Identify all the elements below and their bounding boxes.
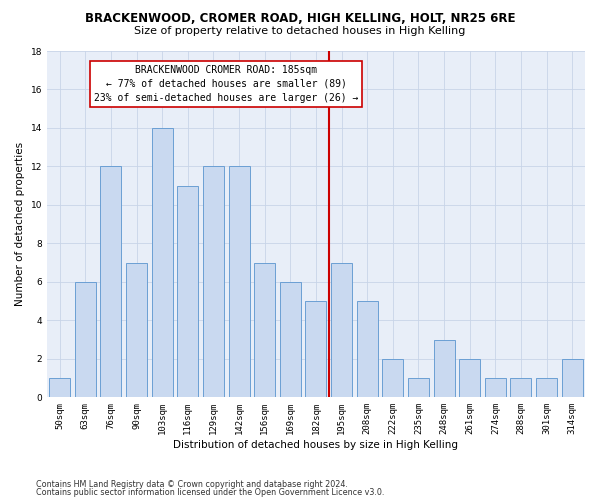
Bar <box>485 378 506 398</box>
Text: Size of property relative to detached houses in High Kelling: Size of property relative to detached ho… <box>134 26 466 36</box>
Bar <box>75 282 96 398</box>
Bar <box>49 378 70 398</box>
Bar <box>356 301 378 398</box>
Text: Contains public sector information licensed under the Open Government Licence v3: Contains public sector information licen… <box>36 488 385 497</box>
Y-axis label: Number of detached properties: Number of detached properties <box>15 142 25 306</box>
Text: Contains HM Land Registry data © Crown copyright and database right 2024.: Contains HM Land Registry data © Crown c… <box>36 480 348 489</box>
Bar <box>382 359 403 398</box>
Bar <box>331 262 352 398</box>
Bar <box>152 128 173 398</box>
Bar <box>280 282 301 398</box>
Bar <box>229 166 250 398</box>
Bar <box>254 262 275 398</box>
Bar <box>305 301 326 398</box>
Bar <box>562 359 583 398</box>
Bar <box>178 186 199 398</box>
Bar <box>536 378 557 398</box>
Bar <box>459 359 480 398</box>
Bar <box>511 378 532 398</box>
Bar <box>100 166 121 398</box>
Text: BRACKENWOOD, CROMER ROAD, HIGH KELLING, HOLT, NR25 6RE: BRACKENWOOD, CROMER ROAD, HIGH KELLING, … <box>85 12 515 26</box>
Text: BRACKENWOOD CROMER ROAD: 185sqm
← 77% of detached houses are smaller (89)
23% of: BRACKENWOOD CROMER ROAD: 185sqm ← 77% of… <box>94 64 358 102</box>
Bar <box>126 262 147 398</box>
Bar <box>408 378 429 398</box>
X-axis label: Distribution of detached houses by size in High Kelling: Distribution of detached houses by size … <box>173 440 458 450</box>
Bar <box>434 340 455 398</box>
Bar <box>203 166 224 398</box>
